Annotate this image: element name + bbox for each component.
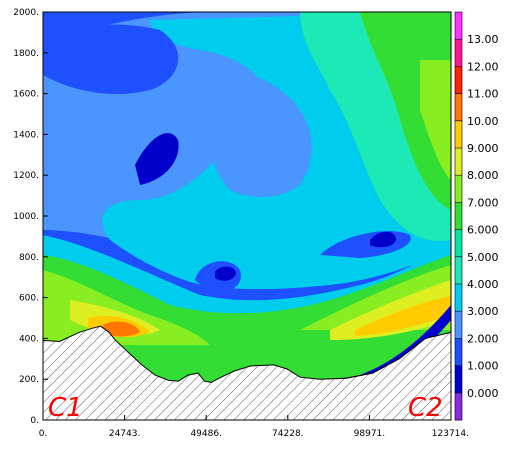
colorbar-label: 2.000 (467, 332, 499, 345)
colorbar-swatch (455, 311, 462, 339)
y-tick-label: 400. (19, 334, 39, 344)
colorbar-label: 0.000 (467, 387, 499, 400)
x-tick-label: 24743. (109, 429, 141, 439)
field-region-0c (370, 231, 397, 248)
x-tick-label: 0. (39, 429, 48, 439)
y-tick-label: 1600. (13, 90, 39, 100)
y-tick-label: 200. (19, 375, 39, 385)
colorbar-label: 10.00 (467, 115, 499, 128)
colorbar-swatch (455, 66, 462, 95)
field-region-7 (420, 60, 451, 180)
y-tick-label: 1800. (13, 49, 39, 59)
terrain-hatch (43, 325, 451, 420)
y-axis: 0. 200. 400. 600. 800. 1000. 1200. 1400. 1600. 18… (13, 8, 48, 426)
y-tick-label: 800. (19, 253, 39, 263)
field-region-1a (43, 24, 179, 95)
field-region-0b (215, 266, 236, 281)
colorbar-label: 5.000 (467, 251, 499, 264)
field-region-10 (103, 321, 140, 337)
y-tick-label: 1000. (13, 212, 39, 222)
y-tick-label: 1200. (13, 171, 39, 181)
colorbar-swatch (455, 392, 462, 421)
y-tick-label: 0. (30, 416, 39, 426)
colorbar-swatch (455, 338, 462, 367)
colorbar-swatch (455, 284, 462, 312)
colorbar-swatch (455, 148, 462, 176)
colorbar-label: 7.000 (467, 196, 499, 209)
field-region-3b (190, 67, 312, 197)
colorbar-swatch (455, 229, 462, 258)
y-tick-label: 2000. (13, 8, 39, 18)
x-tick-label: 123714. (432, 429, 469, 439)
label-c2: C2 (408, 393, 443, 423)
x-tick-label: 98971. (354, 429, 386, 439)
colorbar-swatch (455, 120, 462, 149)
colorbar-label: 6.000 (467, 224, 499, 237)
colorbar-label: 8.000 (467, 169, 499, 182)
label-c1: C1 (48, 393, 83, 423)
y-tick-label: 1400. (13, 130, 39, 140)
colorbar-swatch (455, 12, 462, 40)
plot-area (43, 12, 451, 420)
field-region-9b (355, 296, 451, 336)
colorbar-swatch (455, 175, 462, 203)
colorbar-label: 11.00 (467, 88, 499, 101)
colorbar-label: 3.000 (467, 305, 499, 318)
colorbar-swatch (455, 39, 462, 67)
colorbar-label: 4.000 (467, 278, 499, 291)
colorbar-frame (454, 11, 463, 421)
x-tick-label: 49486. (190, 429, 222, 439)
colorbar-label: 12.00 (467, 60, 499, 73)
y-tick-label: 600. (19, 294, 39, 304)
colorbar-swatch (455, 256, 462, 285)
field-region-8b (330, 280, 451, 340)
colorbar-swatch (455, 365, 462, 394)
colorbar-swatch (455, 93, 462, 122)
colorbar-label: 9.000 (467, 142, 499, 155)
field-region-0a (135, 133, 179, 185)
x-tick-label: 74228. (272, 429, 304, 439)
colorbar-swatch (455, 202, 462, 231)
colorbar-label: 13.00 (467, 33, 499, 46)
colorbar: 0.000 1.000 2.000 3.000 4.000 5.000 6.000 7.000… (454, 11, 499, 421)
colorbar-label: 1.000 (467, 360, 499, 373)
x-axis: 0. 24743. 49486. 74228. 98971. 123714. (39, 415, 469, 439)
